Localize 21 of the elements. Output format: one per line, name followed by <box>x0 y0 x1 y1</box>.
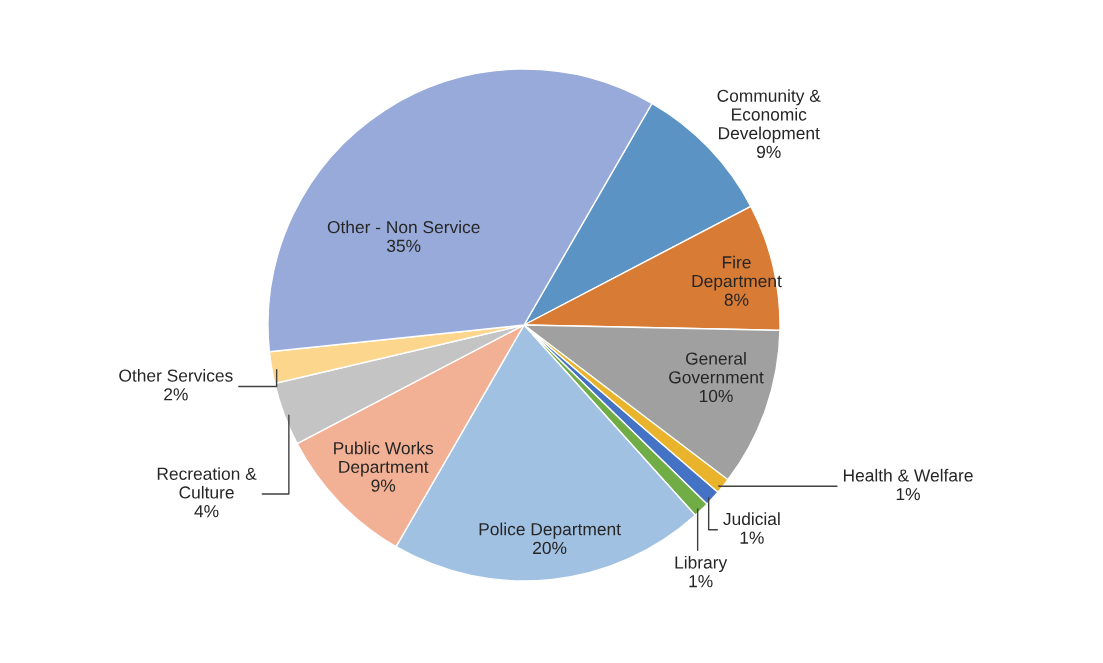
data-label: 9% <box>371 479 396 492</box>
data-label: 10% <box>699 389 733 403</box>
slice-label: Judicial <box>723 512 780 526</box>
slice-label: Police Department <box>479 522 621 539</box>
slice-label: Other Services <box>119 369 233 382</box>
slice-label: Health & Welfare <box>843 468 973 482</box>
data-label: 8% <box>724 293 749 306</box>
data-label: 4% <box>194 505 219 518</box>
data-label: 35% <box>386 239 421 252</box>
data-label: 1% <box>740 531 764 544</box>
data-label: 2% <box>164 388 188 401</box>
slice-label: Other - Non Service <box>327 220 480 234</box>
slice-label: Recreation & Culture <box>157 467 257 499</box>
data-label: 9% <box>757 145 781 159</box>
slice-label: Public Works Department <box>334 441 434 477</box>
slice-label: General Government <box>669 351 764 384</box>
slice-label: Library <box>675 555 728 573</box>
slice-label: Community & Economic Development <box>717 89 821 143</box>
data-label: 20% <box>533 541 567 555</box>
data-label: 1% <box>896 488 920 501</box>
data-label: 1% <box>689 575 713 588</box>
